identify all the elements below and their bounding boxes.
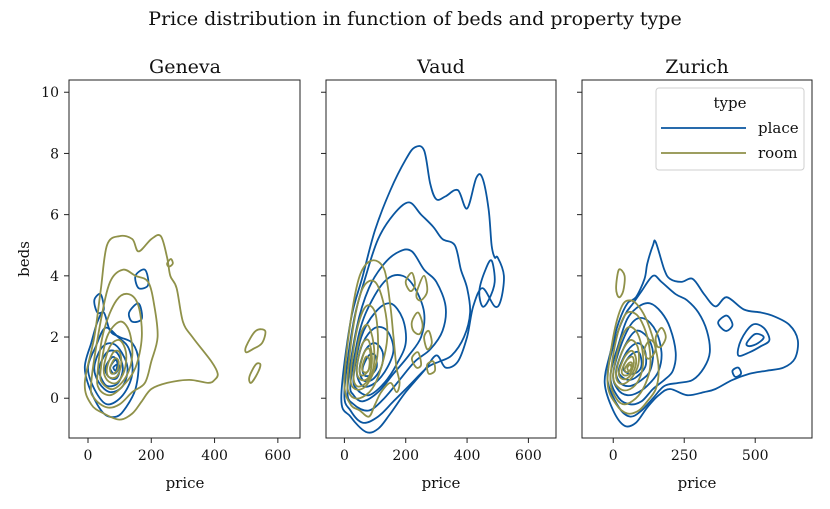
- contour-place-vaud-3: [349, 274, 426, 403]
- contour-room-geneva-3: [99, 320, 134, 391]
- contour-place-zurich-1: [606, 274, 711, 418]
- y-axis-label: beds: [15, 241, 33, 277]
- contour-room-zurich-10: [654, 326, 667, 349]
- x-ticks-zurich: 0 250 500: [609, 438, 769, 464]
- contour-room-vaud-3: [352, 323, 376, 388]
- contours-zurich: [603, 239, 799, 428]
- contour-room-zurich-2: [612, 325, 645, 392]
- contour-room-geneva-0: [83, 234, 219, 421]
- contour-room-zurich-4: [617, 349, 638, 381]
- panel-title-zurich: Zurich: [665, 56, 728, 78]
- contour-room-zurich-8: [615, 268, 626, 299]
- contour-room-vaud-6: [361, 355, 371, 374]
- figure-title: Price distribution in function of beds a…: [148, 8, 681, 30]
- legend-title: type: [714, 94, 747, 112]
- contour-place-vaud-2: [346, 248, 447, 412]
- plot-frame-vaud: [325, 79, 557, 439]
- plot-frame-zurich: [581, 79, 813, 439]
- contours-geneva: [83, 234, 267, 421]
- contour-room-geneva-1: [89, 268, 159, 409]
- legend-label-place: place: [758, 119, 799, 137]
- contour-place-zurich-7: [736, 323, 771, 357]
- contour-place-zurich-2: [609, 302, 677, 406]
- contour-place-zurich-10: [731, 366, 742, 378]
- y-ticks-zurich: [577, 91, 582, 399]
- contour-place-zurich-5: [617, 342, 648, 381]
- x-axis-label-vaud: price: [422, 474, 461, 492]
- contour-room-geneva-2: [96, 292, 143, 397]
- contour-room-geneva-6: [109, 357, 120, 375]
- panel-title-vaud: Vaud: [416, 56, 465, 78]
- contour-room-vaud-1: [346, 279, 389, 400]
- contour-room-geneva-5: [105, 349, 123, 380]
- x-ticks-geneva: 0 200 400 600: [84, 438, 291, 464]
- contour-room-vaud-11: [404, 271, 416, 293]
- x-axis-label-geneva: price: [166, 474, 205, 492]
- contour-room-zurich-7: [626, 363, 633, 372]
- x-tick-label: 400: [454, 448, 481, 464]
- contour-room-geneva-9: [166, 258, 174, 268]
- x-tick-label: 600: [515, 448, 542, 464]
- contour-room-zurich-3: [615, 339, 640, 385]
- contour-place-zurich-4: [615, 329, 654, 388]
- y-tick-label: 6: [50, 208, 59, 224]
- y-tick-label: 0: [50, 391, 59, 407]
- x-tick-label: 200: [392, 448, 419, 464]
- x-tick-label: 0: [340, 448, 349, 464]
- y-tick-label: 8: [50, 146, 59, 162]
- legend-label-room: room: [758, 144, 797, 162]
- x-tick-label: 500: [742, 448, 769, 464]
- contour-room-geneva-8: [248, 362, 262, 384]
- contour-room-vaud-5: [358, 347, 372, 377]
- x-tick-label: 600: [264, 448, 291, 464]
- contour-room-zurich-5: [620, 355, 635, 377]
- y-ticks-vaud: [321, 91, 326, 399]
- contour-place-vaud-1: [343, 201, 472, 424]
- y-ticks-geneva: 0 2 4 6 8 10: [41, 85, 69, 407]
- contour-place-vaud-8: [478, 259, 496, 308]
- x-tick-label: 400: [201, 448, 228, 464]
- contour-place-geneva-8: [134, 268, 150, 290]
- contour-room-zurich-9: [643, 339, 657, 360]
- y-tick-label: 2: [50, 330, 59, 346]
- x-tick-label: 250: [671, 448, 698, 464]
- contour-place-zurich-9: [717, 314, 734, 332]
- legend-box: [655, 87, 805, 171]
- legend: type place room: [655, 87, 805, 171]
- contour-room-geneva-4: [102, 338, 128, 385]
- panel-vaud: Vaud 0 200 400 600 price: [321, 56, 557, 492]
- x-ticks-vaud: 0 200 400 600: [340, 438, 542, 464]
- x-tick-label: 200: [138, 448, 165, 464]
- y-tick-label: 10: [41, 85, 59, 101]
- contour-room-vaud-2: [349, 304, 380, 391]
- panel-geneva: Geneva 0 200 400 600 0 2 4 6 8 10 price: [41, 56, 301, 492]
- contour-room-zurich-1: [609, 310, 652, 406]
- contour-room-vaud-10: [410, 351, 423, 369]
- y-tick-label: 4: [50, 269, 59, 285]
- contour-room-vaud-12: [426, 360, 437, 375]
- panel-zurich: Zurich 0 250 500 price type place room: [577, 56, 813, 492]
- contour-place-zurich-3: [612, 316, 663, 397]
- contour-place-geneva-2: [93, 342, 129, 394]
- contour-room-vaud-7: [415, 274, 429, 302]
- plot-frame-geneva: [68, 79, 301, 439]
- contour-room-vaud-0: [343, 259, 401, 418]
- x-tick-label: 0: [609, 448, 618, 464]
- contour-room-zurich-0: [606, 299, 660, 415]
- contour-room-vaud-9: [423, 329, 433, 351]
- contour-place-geneva-6: [112, 363, 119, 372]
- contour-room-vaud-4: [355, 338, 373, 382]
- contour-place-zurich-0: [603, 239, 799, 428]
- x-axis-label-zurich: price: [678, 474, 717, 492]
- contour-room-vaud-8: [410, 311, 424, 336]
- contour-room-geneva-7: [244, 328, 267, 354]
- panel-title-geneva: Geneva: [149, 56, 221, 78]
- contour-place-zurich-8: [745, 332, 765, 348]
- x-tick-label: 0: [84, 448, 93, 464]
- contours-vaud: [340, 145, 505, 434]
